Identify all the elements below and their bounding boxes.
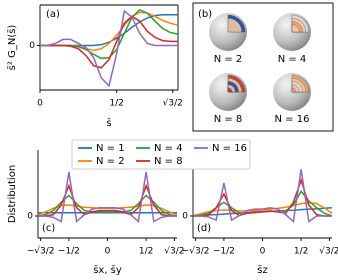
x-axis-label: s̄z	[257, 265, 267, 276]
y-axis-label: s̄² G_N(s̄)	[7, 25, 18, 71]
x-tick-label: 1/2	[139, 247, 153, 257]
y-tick-label: 0	[182, 212, 188, 222]
y-tick-label: 0	[27, 212, 33, 222]
series-line	[193, 177, 332, 217]
x-tick-label: 1/2	[294, 247, 308, 257]
x-tick-label: √3/2	[319, 246, 338, 257]
x-tick-label: 0	[37, 99, 43, 109]
legend-label: N = 16	[212, 143, 247, 154]
x-tick-label: 1/2	[109, 99, 123, 109]
panel-label: (c)	[42, 223, 55, 234]
series-line	[40, 15, 178, 69]
y-axis-label: Distribution	[7, 165, 18, 223]
x-axis-label: s̄	[106, 118, 111, 129]
sphere-caption: N = 8	[214, 114, 243, 125]
x-tick-label: √3/2	[164, 246, 184, 257]
panel-label: (b)	[198, 9, 212, 20]
legend-label: N = 4	[154, 143, 183, 154]
series-line	[40, 9, 178, 88]
series-line	[38, 171, 177, 223]
sphere-caption: N = 16	[275, 114, 310, 125]
x-tick-label: −1/2	[213, 247, 235, 257]
x-tick-label: −√3/2	[182, 246, 210, 257]
series-line	[38, 183, 177, 217]
cutaway-shell	[227, 87, 233, 93]
panel-label: (d)	[197, 223, 211, 234]
cutaway-shell	[291, 87, 297, 93]
legend-label: N = 2	[96, 156, 125, 167]
panel-label: (a)	[46, 9, 60, 20]
sphere-caption: N = 2	[214, 54, 243, 65]
x-tick-label: √3/2	[163, 98, 183, 109]
x-tick-label: 0	[260, 247, 266, 257]
cutaway-shell	[227, 18, 242, 33]
legend-label: N = 1	[96, 143, 125, 154]
x-axis-label: s̄x, s̄y	[93, 265, 122, 276]
x-tick-label: −√3/2	[27, 246, 55, 257]
cutaway-shell	[291, 24, 300, 33]
panel-b-frame	[192, 2, 334, 132]
y-tick-label: 0	[29, 41, 35, 51]
series-line	[193, 169, 332, 223]
x-tick-label: −1/2	[58, 247, 80, 257]
series-line	[37, 194, 178, 217]
x-tick-label: 0	[105, 247, 111, 257]
legend-label: N = 8	[154, 156, 183, 167]
sphere-caption: N = 4	[278, 54, 307, 65]
series-line	[40, 11, 179, 52]
